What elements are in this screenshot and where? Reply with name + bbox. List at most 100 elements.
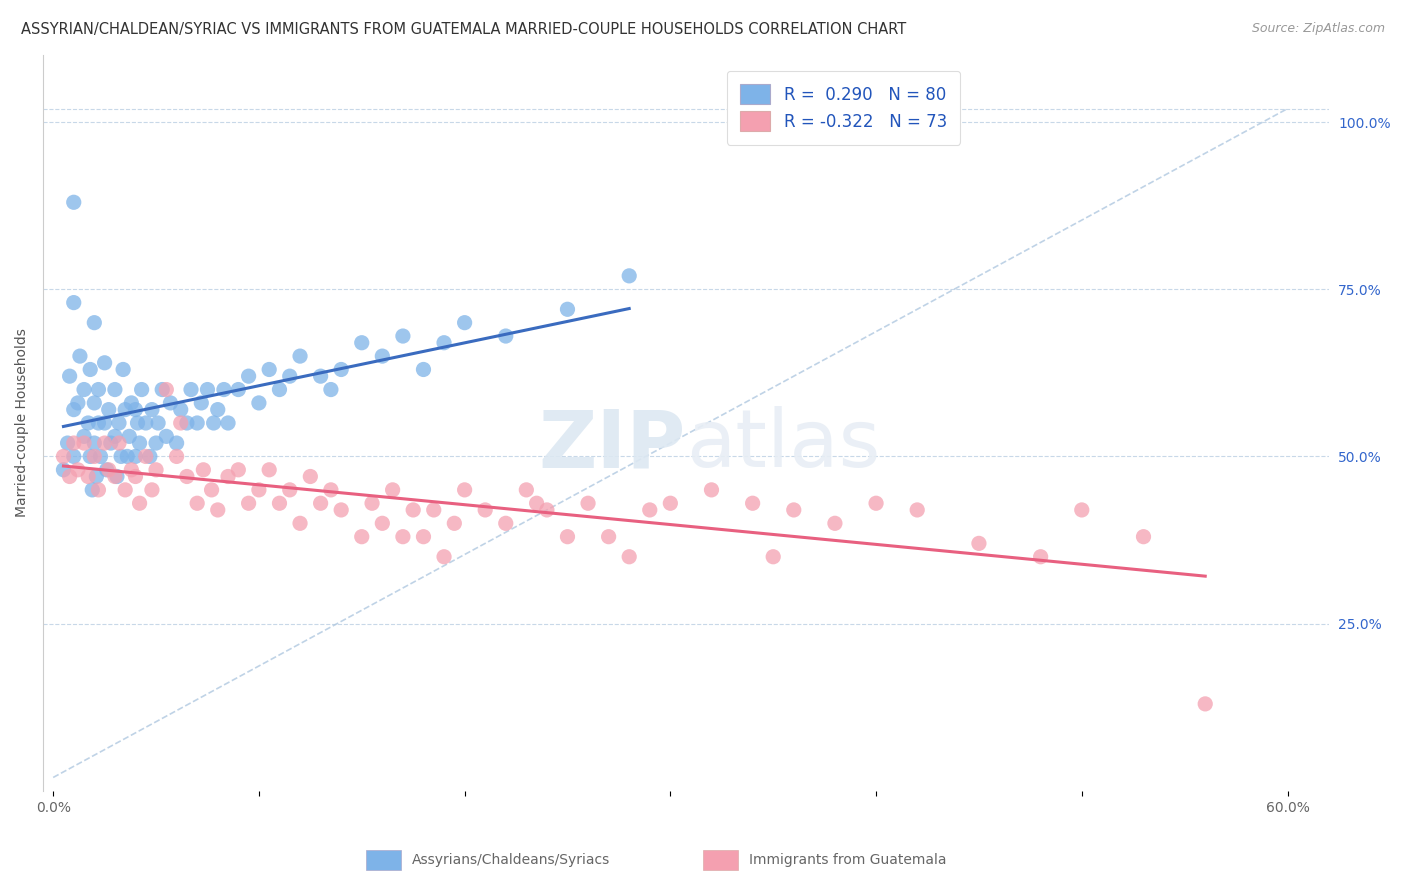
Point — [141, 483, 163, 497]
Point — [967, 536, 990, 550]
Text: Immigrants from Guatemala: Immigrants from Guatemala — [749, 853, 946, 867]
Point — [89, 450, 111, 464]
Point — [269, 496, 291, 510]
Point — [350, 530, 373, 544]
Point — [87, 383, 110, 397]
Point — [73, 429, 96, 443]
Point — [212, 383, 235, 397]
Point — [166, 436, 188, 450]
Point — [659, 496, 682, 510]
Point — [381, 483, 404, 497]
Point — [278, 483, 301, 497]
Point — [52, 463, 75, 477]
Point — [180, 383, 202, 397]
Point — [87, 483, 110, 497]
Point — [433, 335, 456, 350]
Point — [207, 402, 229, 417]
Point — [83, 436, 105, 450]
Point — [186, 416, 208, 430]
Point — [145, 463, 167, 477]
Point — [141, 402, 163, 417]
Point — [105, 469, 128, 483]
Point — [515, 483, 537, 497]
Point — [217, 469, 239, 483]
Point — [93, 356, 115, 370]
Point — [1132, 530, 1154, 544]
Point — [120, 396, 142, 410]
Point — [114, 483, 136, 497]
Point — [453, 483, 475, 497]
Point — [453, 316, 475, 330]
Point — [638, 503, 661, 517]
Point — [619, 268, 641, 283]
Point — [412, 530, 434, 544]
Point — [159, 396, 181, 410]
Point — [146, 416, 169, 430]
Point — [824, 516, 846, 531]
Point — [104, 429, 127, 443]
Point — [127, 416, 149, 430]
Point — [433, 549, 456, 564]
Point — [62, 195, 84, 210]
Point — [114, 402, 136, 417]
Point — [104, 469, 127, 483]
Point — [619, 549, 641, 564]
Point — [350, 335, 373, 350]
Point — [402, 503, 425, 517]
Point — [112, 362, 135, 376]
Point — [108, 416, 131, 430]
Point — [207, 503, 229, 517]
Point — [124, 469, 146, 483]
Point — [128, 496, 150, 510]
Point — [278, 369, 301, 384]
Point — [135, 416, 157, 430]
Point — [1194, 697, 1216, 711]
Point — [330, 503, 353, 517]
Point — [1029, 549, 1052, 564]
Point — [120, 463, 142, 477]
Point — [86, 469, 108, 483]
Point — [66, 463, 89, 477]
Point — [135, 450, 157, 464]
Point — [288, 516, 311, 531]
Text: ZIP: ZIP — [538, 406, 686, 484]
Point — [155, 383, 177, 397]
Point — [170, 416, 193, 430]
Point — [423, 503, 446, 517]
Point — [319, 483, 342, 497]
Point — [238, 496, 260, 510]
Point — [392, 329, 415, 343]
Point — [536, 503, 558, 517]
Point — [865, 496, 887, 510]
Point — [526, 496, 548, 510]
Point — [783, 503, 806, 517]
Point — [1070, 503, 1092, 517]
Point — [257, 463, 280, 477]
Point — [190, 396, 212, 410]
Text: atlas: atlas — [686, 406, 880, 484]
Point — [77, 416, 100, 430]
Point — [100, 436, 122, 450]
Point — [247, 396, 270, 410]
Point — [186, 496, 208, 510]
Point — [557, 302, 579, 317]
Point — [176, 416, 198, 430]
Point — [52, 450, 75, 464]
Point — [66, 396, 89, 410]
Point — [62, 295, 84, 310]
Point — [309, 369, 332, 384]
Point — [87, 416, 110, 430]
Point — [700, 483, 723, 497]
Point — [128, 436, 150, 450]
Point — [288, 349, 311, 363]
Point — [69, 349, 91, 363]
Point — [56, 436, 79, 450]
Point — [59, 369, 82, 384]
Point — [82, 483, 104, 497]
Point — [905, 503, 928, 517]
Point — [131, 383, 153, 397]
Point — [299, 469, 322, 483]
Text: Source: ZipAtlas.com: Source: ZipAtlas.com — [1251, 22, 1385, 36]
Point — [495, 516, 517, 531]
Point — [83, 396, 105, 410]
